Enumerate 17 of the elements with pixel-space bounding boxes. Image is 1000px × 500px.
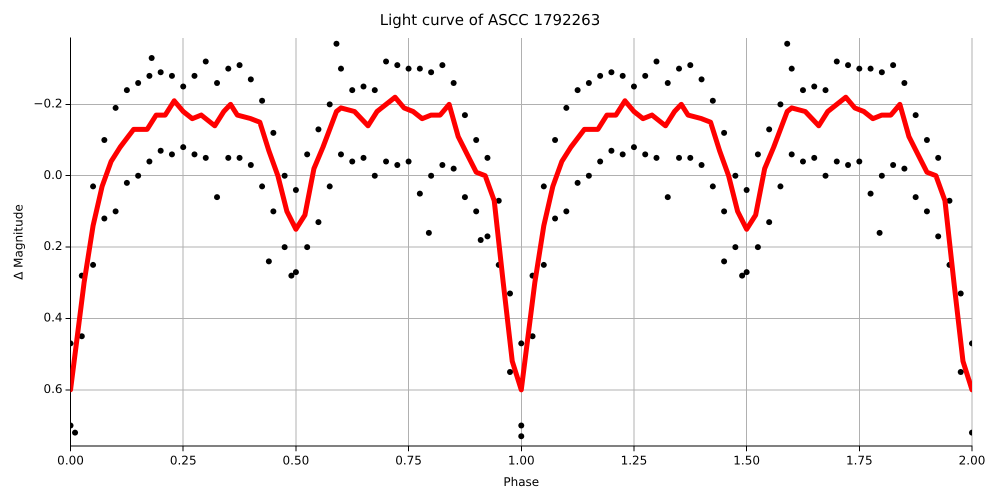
x-tick-label: 1.00 xyxy=(508,454,535,468)
y-tick-label: 0.2 xyxy=(43,239,63,254)
y-tick-label: −0.2 xyxy=(33,96,63,110)
x-tick-label: 0.50 xyxy=(282,454,310,468)
x-tick-label: 1.50 xyxy=(733,454,760,468)
x-axis-title: Phase xyxy=(503,474,540,489)
y-tick-label: 0.6 xyxy=(43,382,63,396)
y-axis-title: Δ Magnitude xyxy=(11,204,26,280)
x-tick-label: 0.75 xyxy=(395,454,422,468)
x-tick-label: 0.00 xyxy=(57,454,84,468)
x-tick-label: 0.25 xyxy=(170,454,197,468)
chart-title: Light curve of ASCC 1792263 xyxy=(380,10,600,29)
y-tick-label: 0.4 xyxy=(43,310,63,325)
x-tick-label: 2.00 xyxy=(958,454,986,468)
x-tick-label: 1.75 xyxy=(846,454,873,468)
y-tick-label: 0.0 xyxy=(43,168,63,182)
x-tick-label: 1.25 xyxy=(620,454,648,468)
